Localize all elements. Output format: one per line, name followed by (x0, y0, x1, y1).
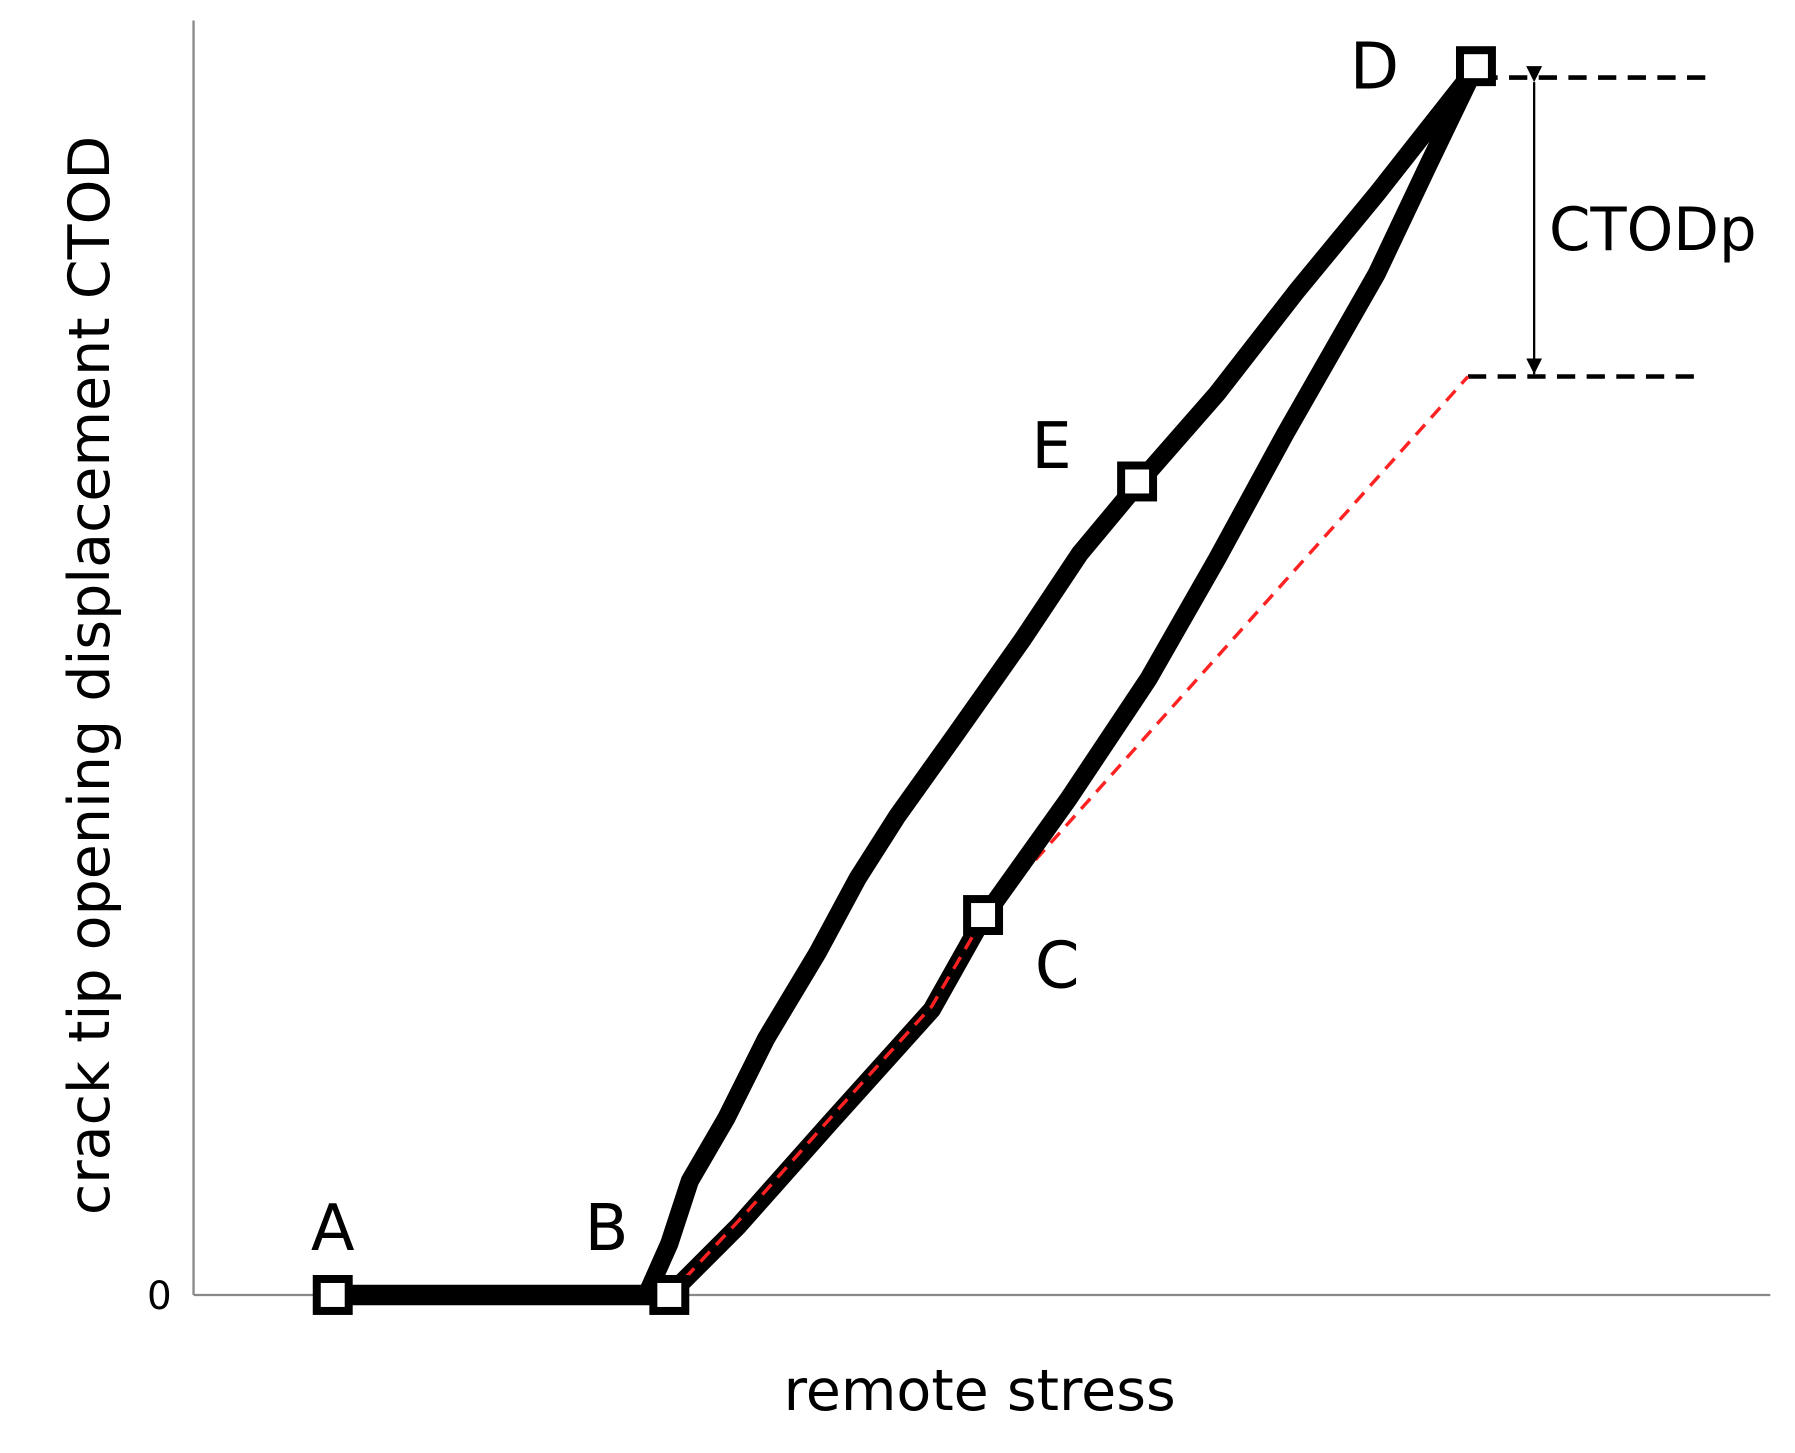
point-marker (1455, 46, 1496, 87)
point-label: E (1031, 410, 1071, 484)
point-label: D (1350, 30, 1399, 104)
point-label: C (1035, 929, 1080, 1003)
point-marker (312, 1275, 353, 1315)
origin-label: 0 (147, 1274, 172, 1319)
curve-lower (662, 66, 1482, 1302)
point-marker (963, 895, 1004, 936)
elastic-line (668, 917, 985, 1297)
point-label: B (585, 1192, 629, 1266)
x-axis-label: remote stress (784, 1358, 1176, 1424)
annotation: CTODp (1549, 195, 1757, 264)
point-marker (1117, 461, 1158, 502)
point-marker (649, 1275, 690, 1315)
point-label: A (311, 1192, 355, 1266)
y-axis-label: crack tip opening displacement CTOD (57, 136, 123, 1215)
curve-upper (638, 65, 1481, 1299)
